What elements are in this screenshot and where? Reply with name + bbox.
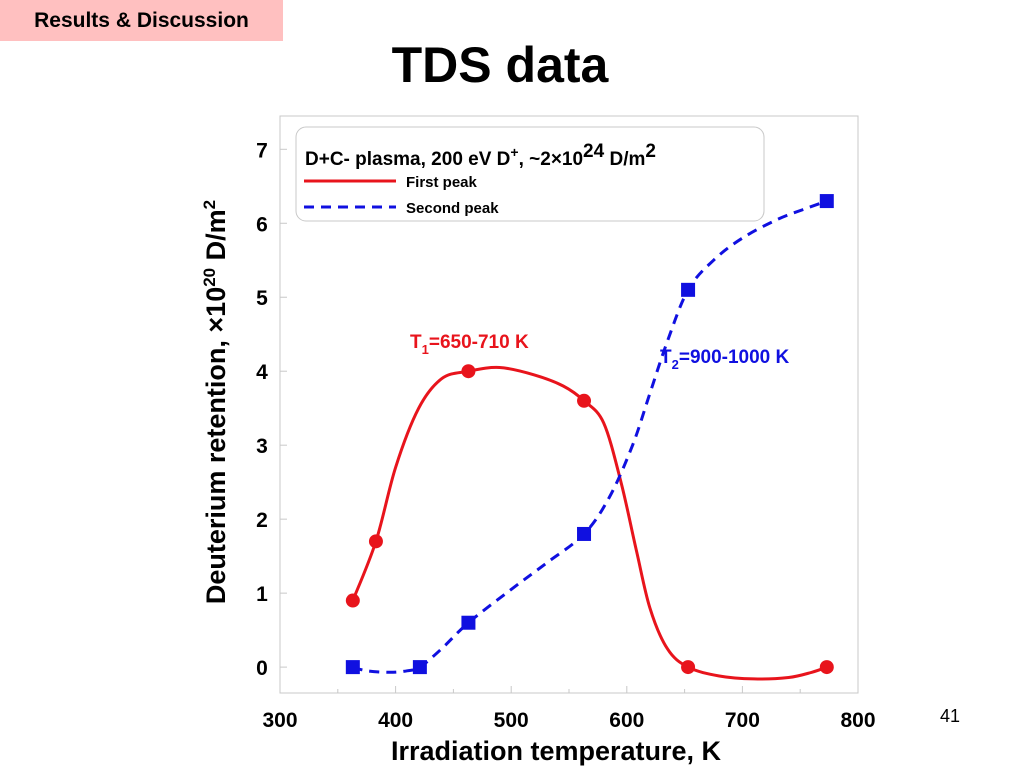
first-peak-point	[368, 534, 383, 549]
legend-title: D+C- plasma, 200 eV D+, ~2×1024 D/m2	[305, 141, 656, 170]
annotation-t2: T2=900-1000 K	[660, 347, 790, 372]
first-peak-point	[577, 393, 592, 408]
first-peak-point	[819, 660, 834, 675]
x-tick-label: 500	[494, 709, 529, 732]
first-peak-point	[681, 660, 696, 675]
second-peak-point	[819, 194, 834, 209]
y-tick-label: 5	[256, 287, 268, 310]
first-peak-line	[351, 365, 828, 681]
legend-label-first-peak: First peak	[406, 174, 478, 191]
second-peak-point	[345, 660, 360, 675]
page-number: 41	[939, 706, 961, 726]
annotation-t1: T1=650-710 K	[410, 332, 529, 357]
x-tick-label: 300	[262, 709, 297, 732]
y-tick-label: 6	[256, 213, 268, 236]
x-axis-label: Irradiation temperature, K	[391, 736, 722, 766]
second-peak-point	[681, 282, 696, 297]
y-tick-label: 2	[256, 509, 268, 532]
second-peak-point	[577, 526, 592, 541]
x-tick-label: 700	[725, 709, 760, 732]
x-tick-label: 600	[609, 709, 644, 732]
second-peak-line	[352, 199, 828, 674]
y-tick-label: 1	[256, 583, 268, 606]
second-peak-point	[412, 660, 427, 675]
x-tick-label: 400	[378, 709, 413, 732]
first-peak-point	[345, 593, 360, 608]
y-tick-label: 3	[256, 435, 268, 458]
x-tick-label: 800	[840, 709, 875, 732]
y-tick-label: 0	[256, 657, 268, 680]
legend-box	[295, 126, 765, 222]
legend-label-second-peak: Second peak	[406, 200, 499, 217]
section-tag: Results & Discussion	[0, 0, 283, 41]
y-axis-label: Deuterium retention, ×1020 D/m2	[200, 200, 231, 604]
second-peak-point	[461, 615, 476, 630]
y-tick-label: 4	[256, 361, 268, 384]
slide-title: TDS data	[391, 37, 609, 93]
first-peak-point	[461, 364, 476, 379]
y-tick-label: 7	[256, 139, 268, 162]
